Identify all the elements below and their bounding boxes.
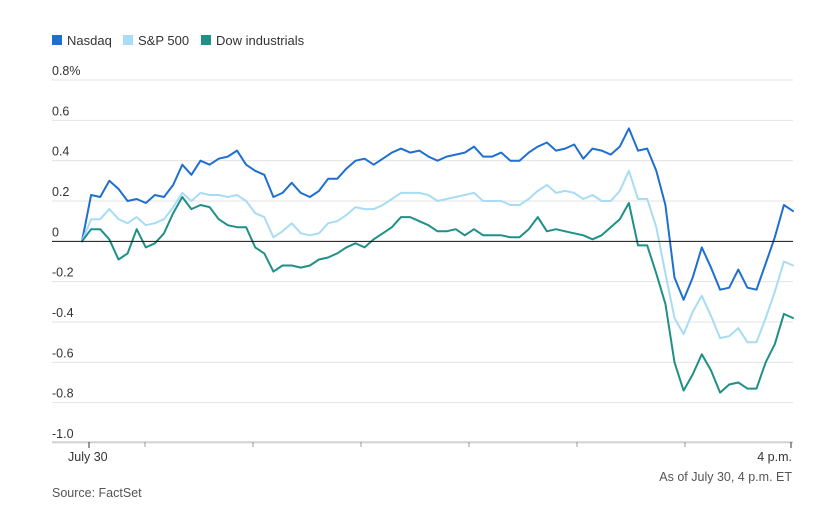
legend-swatch [52, 35, 62, 45]
legend-item-s-p-500: S&P 500 [123, 33, 189, 48]
as-of-note: As of July 30, 4 p.m. ET [659, 470, 792, 484]
y-tick-label: -0.8 [52, 387, 74, 401]
legend: Nasdaq S&P 500 Dow industrials [52, 33, 305, 48]
x-tick-label-start: July 30 [68, 450, 108, 464]
series-lines [81, 127, 794, 394]
y-tick-label: 0.2 [52, 185, 69, 199]
legend-swatch [201, 35, 211, 45]
y-tick-label: 0.6 [52, 104, 69, 118]
legend-label: Nasdaq [67, 33, 112, 48]
x-tick-label-end: 4 p.m. [757, 450, 792, 464]
y-tick-label: 0.4 [52, 145, 69, 159]
y-tick-label: -0.2 [52, 266, 74, 280]
legend-label: S&P 500 [138, 33, 189, 48]
y-axis-tick-labels: 0.8% 0.6 0.4 0.2 0 -0.2 -0.4 -0.6 -0.8 -1.0 [52, 64, 81, 441]
y-tick-label: -0.4 [52, 306, 74, 320]
y-tick-label: -0.6 [52, 346, 74, 360]
legend-label: Dow industrials [216, 33, 305, 48]
series-line-dow-industrials [81, 196, 794, 394]
series-line-s-p-500 [81, 169, 794, 344]
legend-swatch [123, 35, 133, 45]
legend-item-nasdaq: Nasdaq [52, 33, 112, 48]
gridlines [52, 79, 793, 444]
y-tick-label: 0.8% [52, 64, 81, 78]
y-tick-label: 0 [52, 225, 59, 239]
legend-item-dow-industrials: Dow industrials [201, 33, 305, 48]
x-axis: July 30 4 p.m. [52, 441, 793, 464]
series-line-nasdaq [81, 127, 794, 301]
source-note: Source: FactSet [52, 486, 142, 500]
y-tick-label: -1.0 [52, 427, 74, 441]
